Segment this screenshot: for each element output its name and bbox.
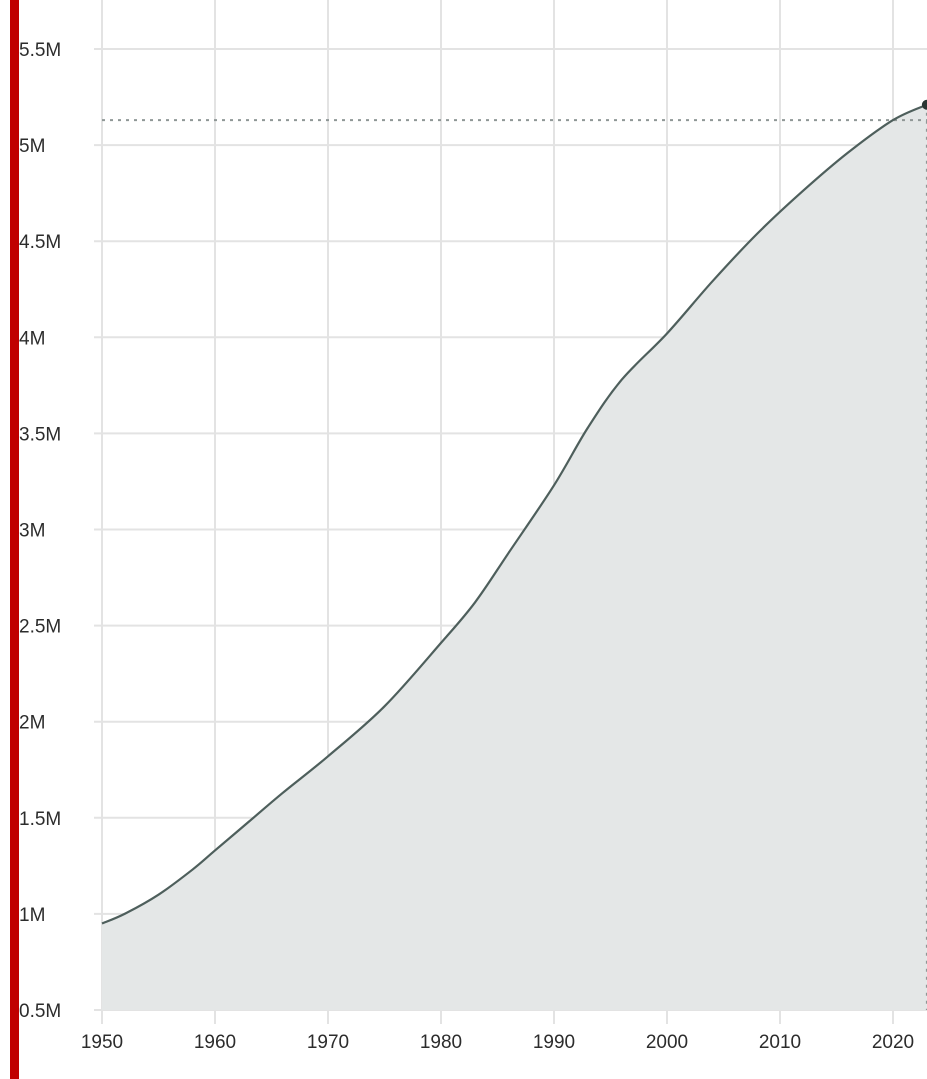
y-axis-tick-labels: 0.5M 1M 1.5M 2M 2.5M 3M 3.5M 4M 4.5M 5M 5.5M: [19, 40, 61, 1022]
left-accent-bar: [10, 0, 19, 1079]
x-tick-label: 1980: [420, 1032, 462, 1053]
y-tick-label: 3M: [19, 521, 45, 542]
y-tick-label: 2M: [19, 713, 45, 734]
y-tick-label: 3.5M: [19, 424, 61, 445]
y-tick-label: 4M: [19, 328, 45, 349]
x-tick-label: 1970: [307, 1032, 349, 1053]
y-tick-label: 5M: [19, 136, 45, 157]
x-axis-tick-labels: 1950 1960 1970 1980 1990 2000 2010 2020: [81, 1032, 914, 1053]
series-line: [101, 103, 927, 925]
y-tick-label: 0.5M: [19, 1001, 61, 1022]
y-tick-label: 1.5M: [19, 809, 61, 830]
x-tick-label: 2000: [646, 1032, 688, 1053]
y-tick-label: 5.5M: [19, 40, 61, 61]
x-tick-label: 2020: [872, 1032, 914, 1053]
x-tick-label: 1990: [533, 1032, 575, 1053]
area-fill: [102, 104, 927, 1011]
x-tick-label: 1950: [81, 1032, 123, 1053]
end-point-marker: [921, 99, 927, 110]
y-tick-label: 1M: [19, 905, 45, 926]
x-tick-label: 2010: [759, 1032, 801, 1053]
y-tick-label: 2.5M: [19, 617, 61, 638]
y-tick-label: 4.5M: [19, 232, 61, 253]
x-tick-label: 1960: [194, 1032, 236, 1053]
